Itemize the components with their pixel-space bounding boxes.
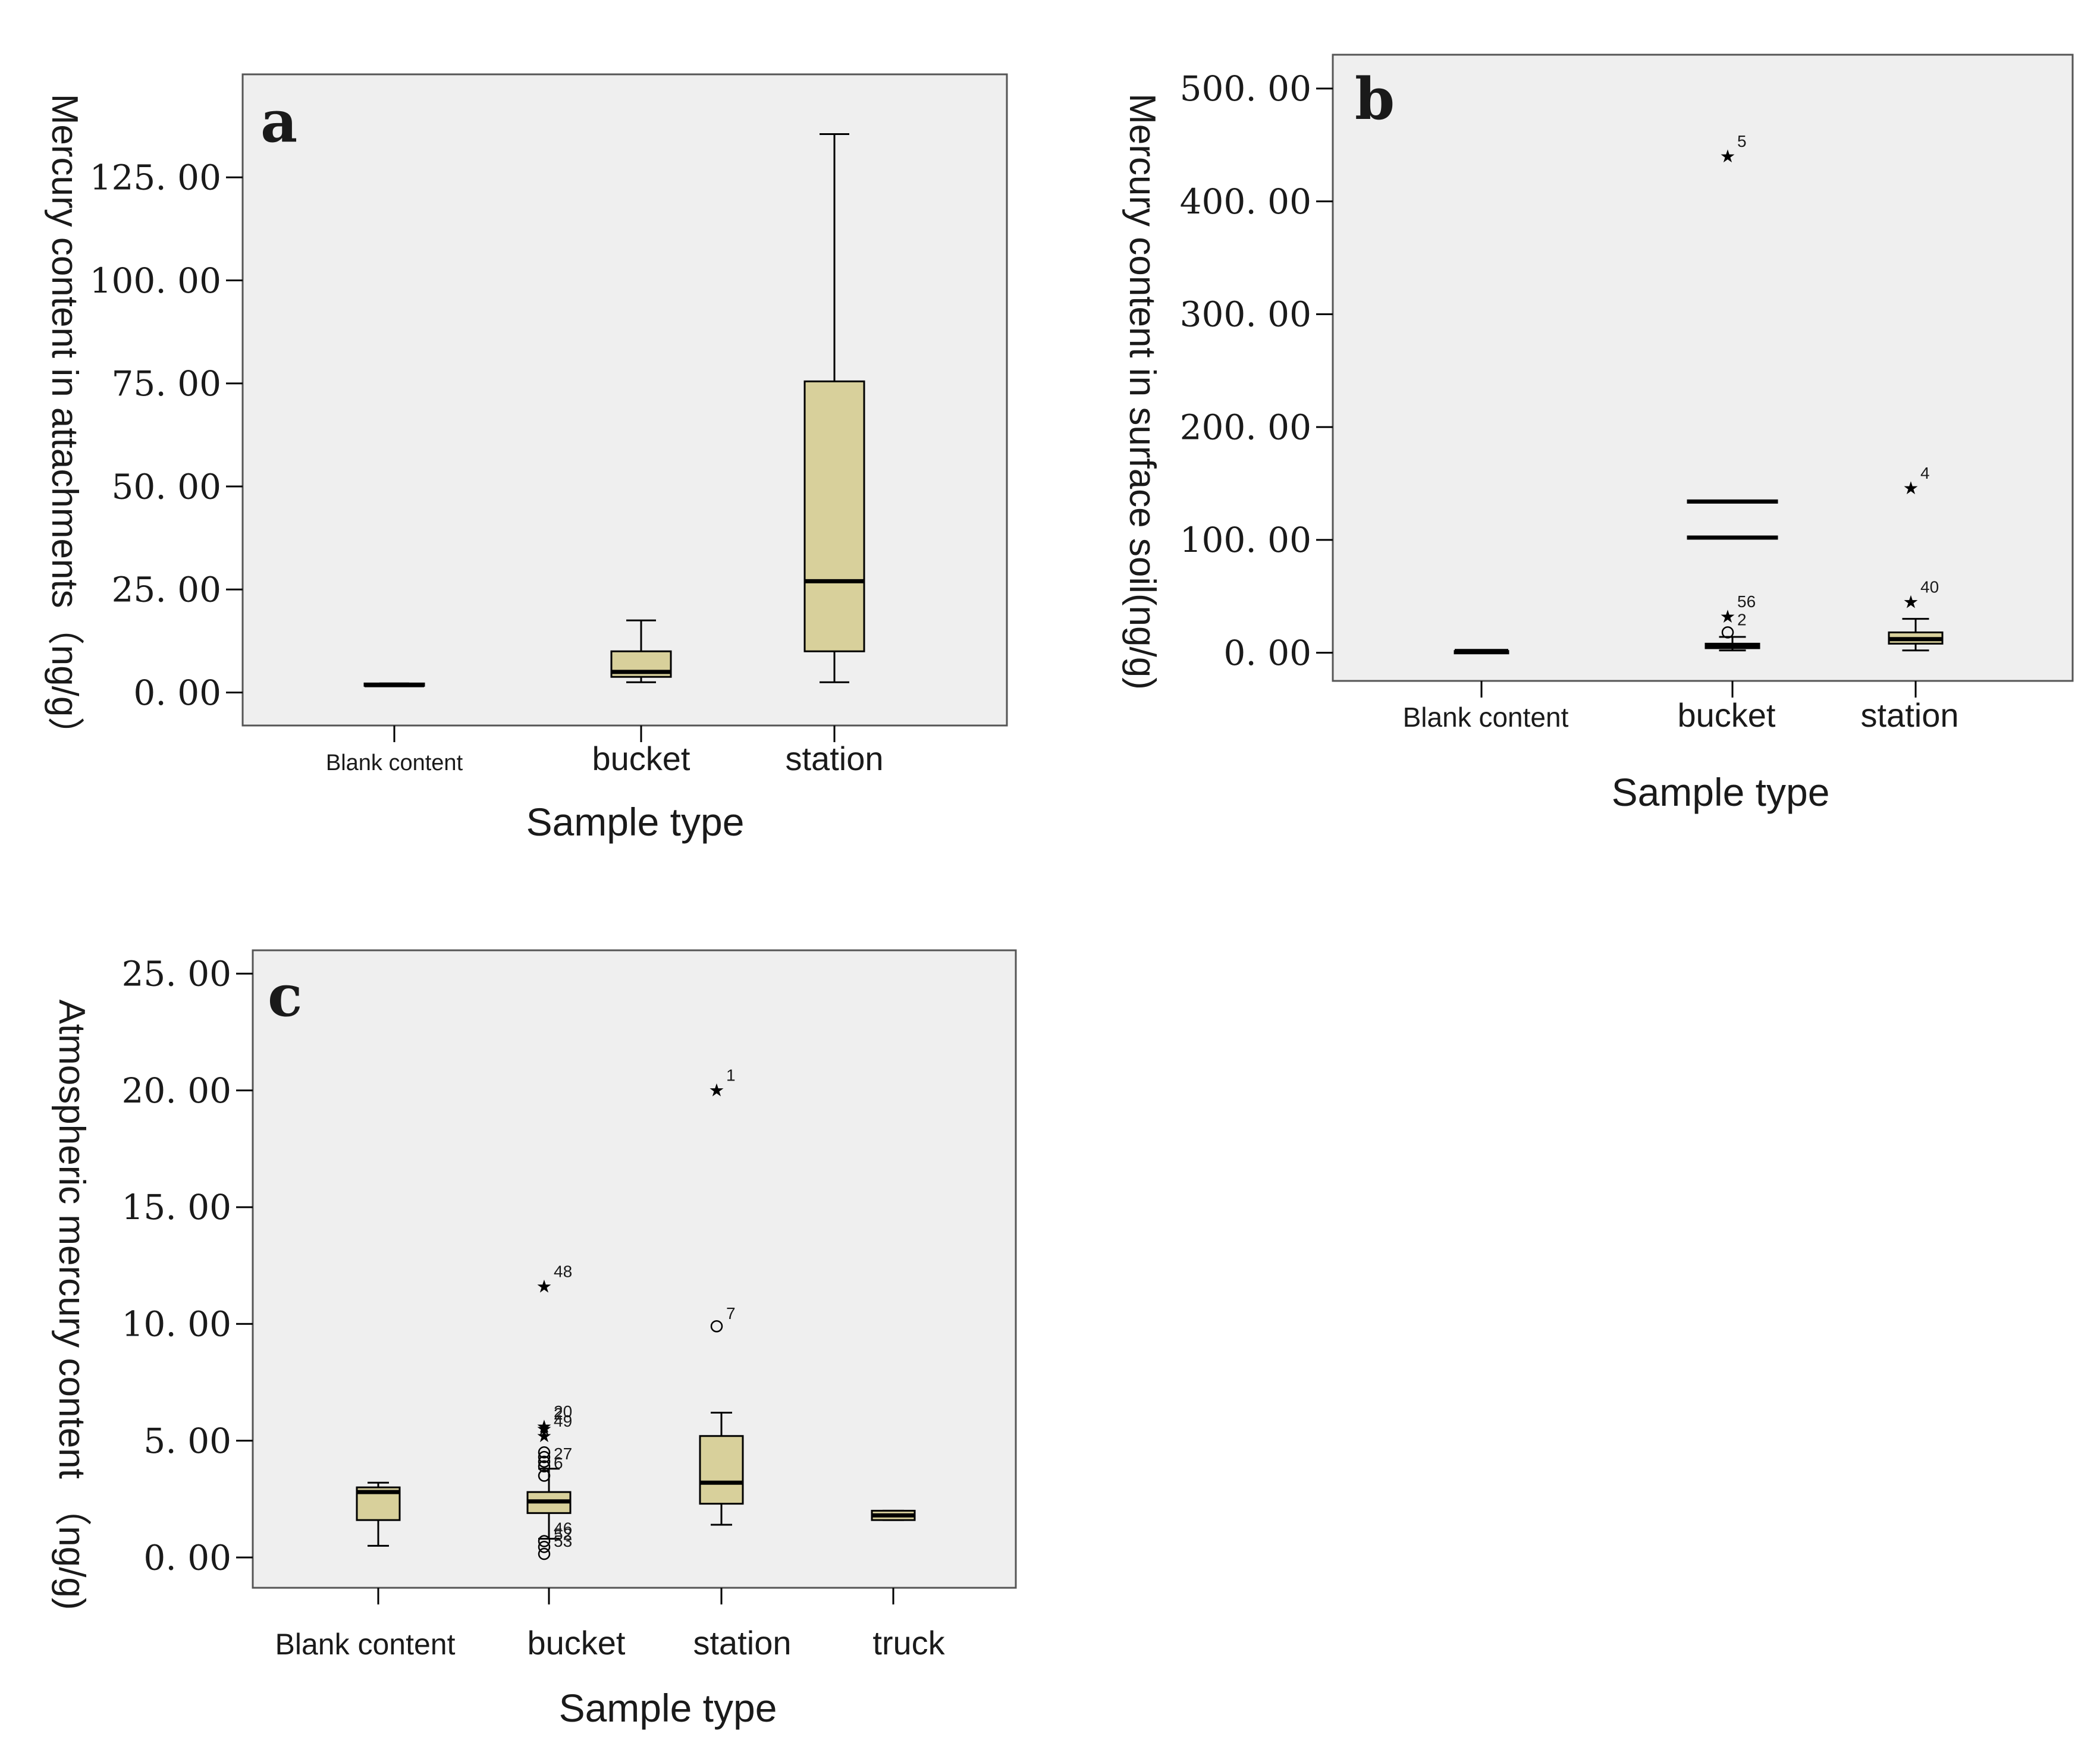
outlier-star: ★ <box>1720 147 1736 167</box>
y-tick-label: 50. 00 <box>112 466 221 507</box>
y-tick-label: 0. 00 <box>143 1537 231 1578</box>
y-tick-label: 0. 00 <box>133 673 221 713</box>
y-tick-label: 400. 00 <box>1180 181 1311 222</box>
y-tick-label: 25. 00 <box>122 954 231 994</box>
outlier-circle <box>538 1446 551 1459</box>
outlier-label: 52 <box>554 1525 572 1543</box>
y-tick-label: 20. 00 <box>122 1070 231 1111</box>
box-group-0 <box>363 682 425 687</box>
outlier-star: ★ <box>709 1081 725 1101</box>
outlier-label: 20 <box>554 1402 572 1421</box>
outlier-label: 2 <box>1737 610 1747 629</box>
y-axis-title: Mercury content in attachments（ng/g） <box>44 94 85 754</box>
y-tick-label: 25. 00 <box>112 570 221 610</box>
chart-panel-c: 0. 00 5. 00 10. 00 15. 00 20. 00 25. 00 Blank … <box>51 949 1017 1730</box>
box-group-2 <box>803 133 865 683</box>
outlier-label: 48 <box>554 1263 572 1281</box>
outlier-label: 5 <box>1737 132 1747 150</box>
x-axis-title: Sample type <box>1612 770 1830 814</box>
y-tick-label: 75. 00 <box>112 363 221 404</box>
outlier-label: 4 <box>1920 464 1930 482</box>
outlier-label: 40 <box>1920 577 1939 596</box>
box-group-1: ★5★562 <box>1687 132 1778 652</box>
y-axis-title: Mercury content in surface soil(ng/g) <box>1122 93 1163 690</box>
outlier-circle <box>538 1547 551 1560</box>
y-tick-label: 10. 00 <box>122 1304 231 1345</box>
x-tick-label: bucket <box>1678 696 1776 734</box>
outlier-circle <box>538 1535 551 1547</box>
box-group-0 <box>356 1481 401 1547</box>
outlier-label: 53 <box>554 1532 572 1550</box>
plot-area <box>241 73 1008 727</box>
box <box>699 1435 744 1505</box>
panel-label: b <box>1355 65 1395 133</box>
outlier-circle <box>538 1455 551 1468</box>
x-tick-label: bucket <box>592 740 690 777</box>
box-group-3 <box>871 1509 916 1521</box>
box-group-1 <box>610 619 672 683</box>
outlier-circle <box>538 1469 551 1482</box>
outlier-label: 2 <box>554 1405 563 1423</box>
outlier-star: ★ <box>536 1419 553 1439</box>
x-tick-label: truck <box>872 1624 945 1662</box>
outlier-circle <box>538 1450 551 1464</box>
outlier-star: ★ <box>536 1417 553 1437</box>
plot-area <box>252 949 1017 1589</box>
box-group-2: ★4★40 <box>1888 464 1944 652</box>
x-tick-label: Blank content <box>326 750 463 775</box>
x-tick-label: Blank content <box>275 1628 456 1661</box>
outlier-label: 27 <box>554 1444 572 1463</box>
outlier-circle <box>538 1460 551 1473</box>
y-tick-label: 125. 00 <box>90 158 221 198</box>
y-tick-label: 100. 00 <box>90 260 221 301</box>
x-tick-label: station <box>786 740 884 777</box>
outlier-label: 49 <box>554 1412 572 1430</box>
outlier-star: ★ <box>536 1277 553 1297</box>
outlier-circle <box>710 1320 723 1333</box>
x-tick-label: station <box>1861 696 1959 734</box>
outlier-circle <box>1721 626 1734 639</box>
x-axis-title: Sample type <box>526 800 745 844</box>
x-tick-label: Blank content <box>1403 702 1569 733</box>
y-tick-label: 15. 00 <box>122 1187 231 1227</box>
y-axis-title: Atmospheric mercury content （ng/g) <box>51 1000 92 1610</box>
plot-area <box>1332 54 2074 682</box>
y-tick-label: 300. 00 <box>1180 294 1311 335</box>
outlier-label: 46 <box>554 1519 572 1537</box>
outlier-label: 1 <box>726 1066 736 1085</box>
x-tick-label: station <box>693 1624 792 1662</box>
y-tick-label: 100. 00 <box>1180 520 1311 560</box>
box-group-0 <box>1454 649 1509 655</box>
panel-label: c <box>268 962 302 1029</box>
outlier-star: ★ <box>536 1427 553 1446</box>
x-tick-label: bucket <box>528 1624 626 1662</box>
y-tick-label: 200. 00 <box>1180 407 1311 447</box>
outlier-circle <box>538 1541 551 1553</box>
outlier-label: 6 <box>554 1454 563 1472</box>
outlier-star: ★ <box>1903 592 1919 612</box>
y-tick-label: 0. 00 <box>1223 633 1311 673</box>
panel-label: a <box>260 88 297 155</box>
chart-panel-b: 0. 00 100. 00 200. 00 300. 00 400. 00 500. 00… <box>1122 54 2074 814</box>
x-axis-title: Sample type <box>559 1686 777 1730</box>
y-tick-label: 500. 00 <box>1180 68 1311 109</box>
box-group-2: ★1 7 <box>699 1066 744 1526</box>
box <box>803 380 865 652</box>
outlier-star: ★ <box>1903 479 1919 498</box>
outlier-label: 7 <box>726 1304 736 1323</box>
chart-panel-a: 0. 00 25. 00 50. 00 75. 00 100. 00 125. 00 Bla… <box>44 73 1008 844</box>
outlier-label: 56 <box>1737 592 1756 611</box>
y-tick-label: 5. 00 <box>143 1421 231 1461</box>
outlier-star: ★ <box>1720 607 1736 627</box>
